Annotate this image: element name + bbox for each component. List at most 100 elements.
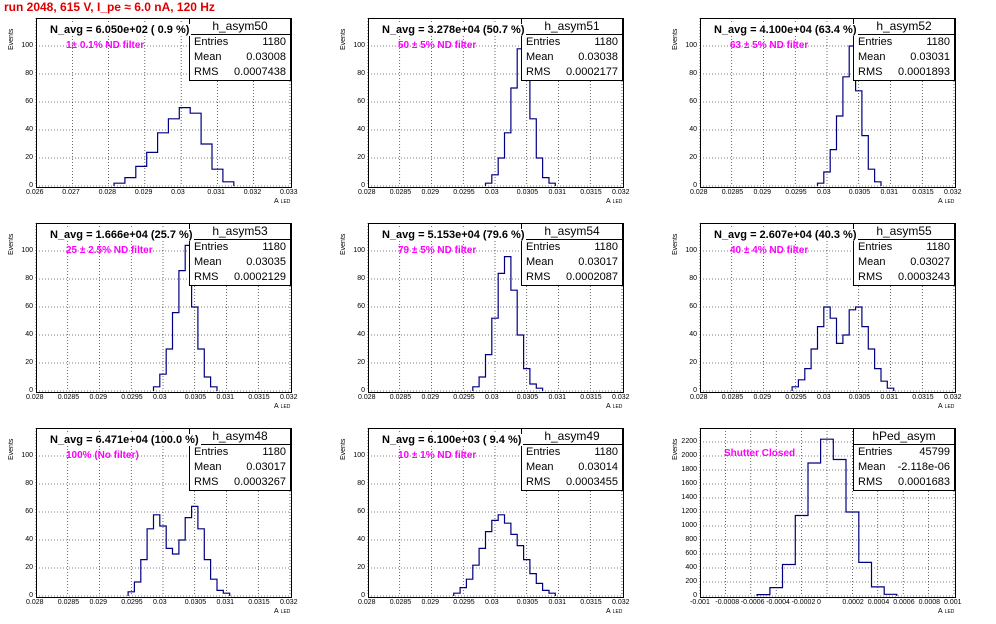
- stats-row-mean: Mean 0.03017: [190, 461, 290, 476]
- histogram-pad-hPed_asym: -0.001 -0.0008 -0.0006 -0.0004 -0.0002 0 0.000…: [664, 424, 994, 624]
- y-tick-label: 100: [21, 42, 33, 49]
- stats-row-mean: Mean 0.03035: [190, 256, 290, 271]
- histogram-line: [453, 514, 556, 596]
- x-tick-label: 0.031: [880, 189, 899, 196]
- histogram-name: h_asym49: [522, 429, 622, 445]
- histogram-pad-h_asym52: 0.028 0.0285 0.029 0.0295 0.03 0.0305 0.031 0.0…: [664, 14, 994, 214]
- y-tick-label: 40: [357, 126, 365, 133]
- stats-row-entries: Entries 1180: [854, 241, 954, 256]
- y-axis-label: Events: [8, 438, 15, 460]
- stats-row-rms: RMS 0.0002129: [190, 271, 290, 286]
- y-axis-label: Events: [340, 438, 347, 460]
- y-tick-label: 20: [25, 359, 33, 366]
- stats-box: h_asym52 Entries 1180 Mean 0.03031 RMS 0.00018…: [853, 18, 955, 81]
- x-tick-label: 0.03: [153, 599, 167, 606]
- x-tick-label: 0.0295: [453, 599, 475, 606]
- stats-row-rms: RMS 0.0001683: [854, 476, 954, 491]
- stats-key: Entries: [526, 446, 561, 458]
- x-tick-label: 0.032: [612, 599, 630, 606]
- stats-value: 0.0003267: [234, 476, 286, 488]
- x-tick-label: 0.0285: [389, 394, 412, 401]
- stats-box: h_asym50 Entries 1180 Mean 0.03008 RMS 0.00074…: [189, 18, 291, 81]
- stats-key: Entries: [194, 241, 229, 253]
- y-tick-label: 0: [29, 387, 33, 394]
- x-tick-label: 0.0315: [248, 394, 270, 401]
- histogram-line: [127, 505, 231, 596]
- x-tick-label: 0.029: [89, 394, 108, 401]
- histogram-name: h_asym48: [190, 429, 290, 445]
- y-tick-label: 0: [361, 182, 365, 189]
- x-tick-label: 0.0305: [848, 394, 871, 401]
- stats-key: Entries: [858, 446, 893, 458]
- x-tick-label: -0.0008: [715, 599, 740, 606]
- y-tick-label: 100: [353, 42, 365, 49]
- stats-value: 0.03031: [910, 51, 950, 63]
- stats-key: RMS: [858, 66, 883, 78]
- y-tick-label: 80: [25, 275, 33, 282]
- x-tick-label: 0.031: [548, 599, 567, 606]
- stats-key: RMS: [526, 66, 551, 78]
- stats-value: 0.03017: [578, 256, 618, 268]
- stats-key: RMS: [858, 271, 883, 283]
- y-tick-label: 20: [689, 154, 697, 161]
- stats-value: 0.03027: [910, 256, 950, 268]
- filter-label: 63 ± 5% ND filter: [730, 40, 809, 51]
- stats-box: h_asym49 Entries 1180 Mean 0.03014 RMS 0.00034…: [521, 428, 623, 491]
- stats-row-rms: RMS 0.0003455: [522, 476, 622, 491]
- stats-box: hPed_asym Entries 45799 Mean -2.118e-06 RMS 0.…: [853, 428, 955, 491]
- y-tick-label: 1400: [681, 494, 697, 501]
- x-axis-label: A LED: [606, 403, 623, 410]
- x-tick-label: 0.0285: [57, 394, 80, 401]
- y-tick-label: 20: [357, 154, 365, 161]
- x-tick-label: 0.028: [26, 394, 44, 401]
- y-tick-label: 20: [25, 154, 33, 161]
- stats-row-entries: Entries 1180: [522, 446, 622, 461]
- x-axis-subscript: LED: [612, 404, 623, 410]
- x-tick-label: 0.033: [280, 189, 298, 196]
- histogram-name: hPed_asym: [854, 429, 954, 445]
- stats-key: Entries: [526, 36, 561, 48]
- stats-value: 1180: [594, 36, 618, 48]
- x-tick-label: 0.0008: [918, 599, 941, 606]
- y-tick-label: 40: [357, 536, 365, 543]
- stats-row-entries: Entries 1180: [190, 36, 290, 51]
- x-tick-label: 0.0295: [121, 394, 143, 401]
- filter-label: 10 ± 1% ND filter: [398, 450, 477, 461]
- stats-value: 0.03014: [578, 461, 618, 473]
- stats-row-rms: RMS 0.0002177: [522, 66, 622, 81]
- stats-value: 0.03017: [246, 461, 286, 473]
- histogram-name: h_asym51: [522, 19, 622, 35]
- stats-value: 0.03008: [246, 51, 286, 63]
- histogram-line: [756, 438, 898, 596]
- y-tick-label: 200: [685, 578, 697, 585]
- y-tick-label: 100: [685, 247, 697, 254]
- stats-value: 45799: [919, 446, 950, 458]
- x-tick-label: 0.032: [944, 189, 962, 196]
- y-tick-label: 100: [21, 247, 33, 254]
- stats-row-entries: Entries 1180: [854, 36, 954, 51]
- stats-row-rms: RMS 0.0003243: [854, 271, 954, 286]
- histogram-pad-h_asym49: 0.028 0.0285 0.029 0.0295 0.03 0.0305 0.031 0.0…: [332, 424, 662, 624]
- x-tick-label: 0.0004: [867, 599, 890, 606]
- stats-key: Entries: [526, 241, 561, 253]
- y-tick-label: 60: [357, 303, 365, 310]
- x-tick-label: 0.0295: [453, 394, 475, 401]
- stats-row-rms: RMS 0.0007438: [190, 66, 290, 81]
- y-tick-label: 60: [689, 98, 697, 105]
- x-axis-label: A LED: [274, 608, 291, 615]
- stats-value: 1180: [262, 241, 286, 253]
- y-tick-label: 0: [693, 387, 697, 394]
- stats-value: 0.0003243: [898, 271, 950, 283]
- x-tick-label: 0.0295: [785, 189, 807, 196]
- x-tick-label: 0.03: [485, 189, 499, 196]
- x-axis-label: A LED: [274, 403, 291, 410]
- stats-key: Mean: [194, 51, 222, 63]
- y-axis-label: Events: [672, 233, 679, 255]
- x-tick-label: -0.0004: [766, 599, 790, 606]
- stats-key: Entries: [194, 36, 229, 48]
- x-axis-subscript: LED: [944, 199, 955, 205]
- stats-row-mean: Mean 0.03027: [854, 256, 954, 271]
- histogram-line: [472, 256, 544, 391]
- filter-label: Shutter Closed: [724, 448, 796, 459]
- y-axis-label: Events: [8, 233, 15, 255]
